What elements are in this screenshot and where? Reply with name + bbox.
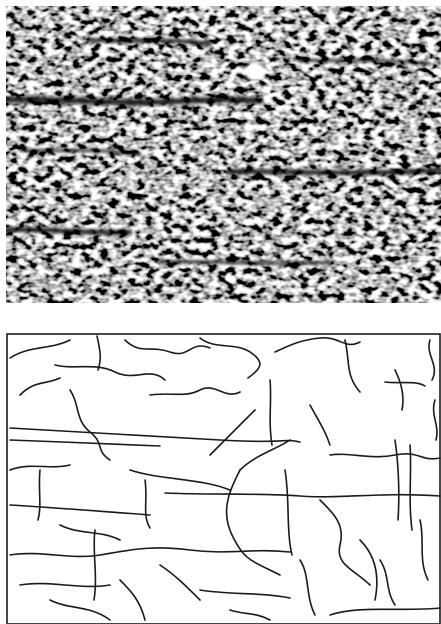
noisy-image	[6, 6, 441, 303]
image-noise	[6, 6, 441, 303]
bright-spot-core	[247, 65, 263, 79]
page	[0, 0, 441, 624]
figure	[0, 0, 441, 624]
trace-frame	[7, 334, 440, 624]
